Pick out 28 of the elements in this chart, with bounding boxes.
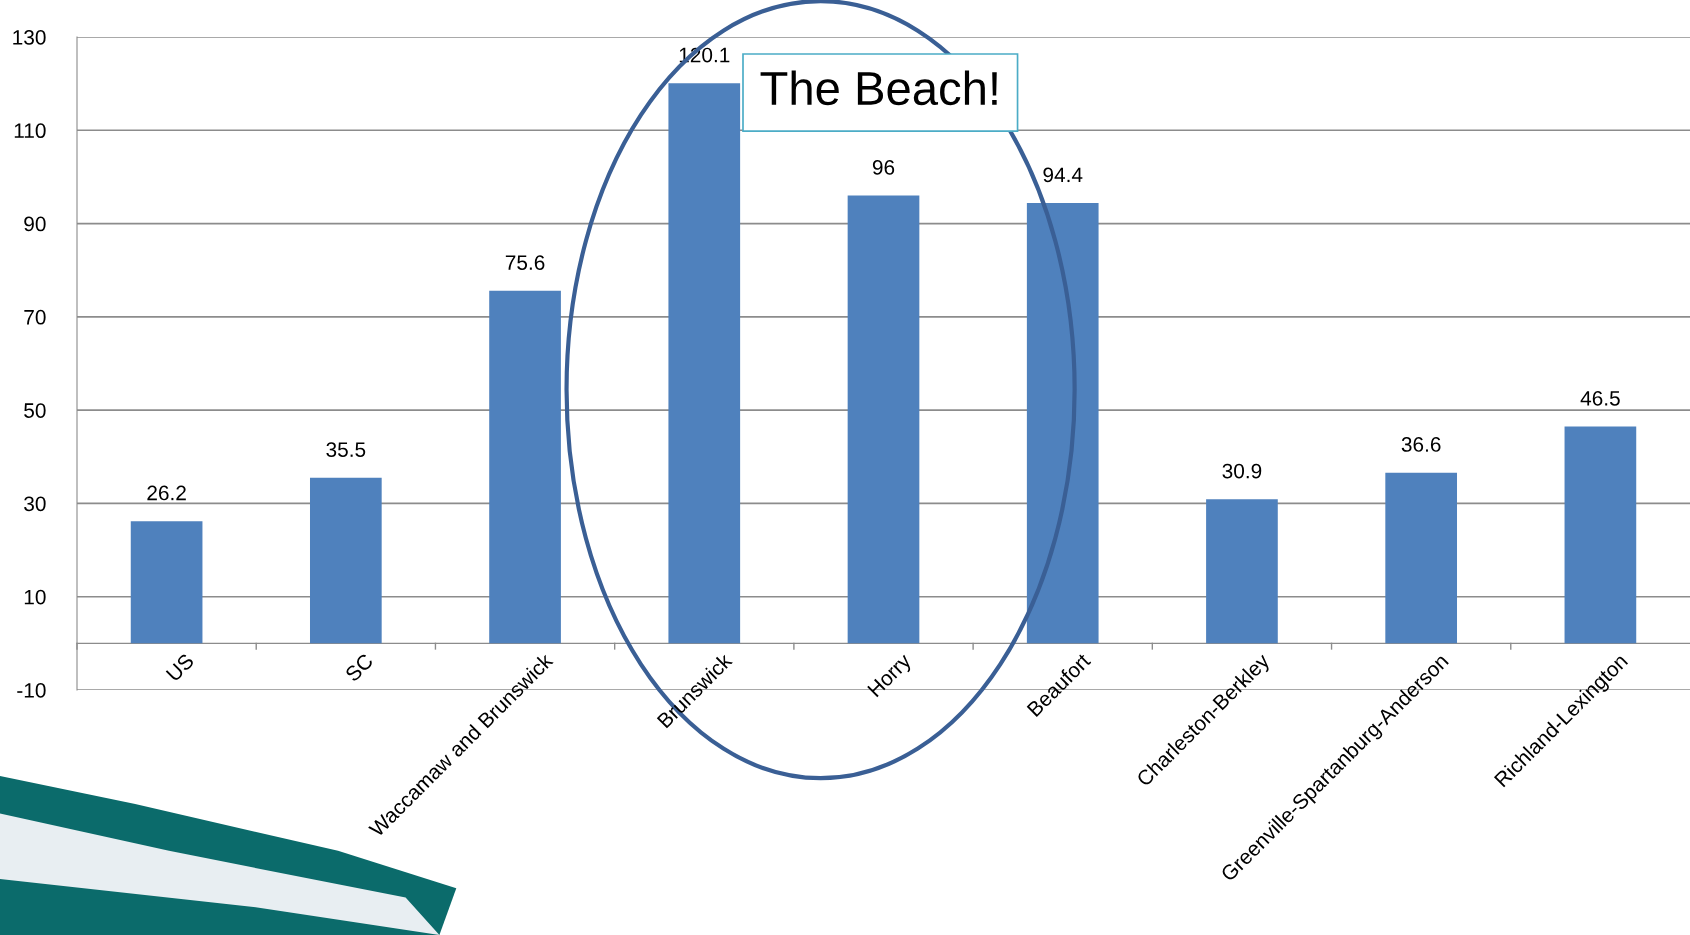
data-label: 26.2 xyxy=(147,485,186,501)
y-tick-label: -10 xyxy=(17,683,46,698)
bar xyxy=(1564,426,1637,644)
data-label: 36.6 xyxy=(1401,437,1441,452)
y-tick-label: 110 xyxy=(14,123,46,139)
bar xyxy=(309,477,382,644)
data-label: 46.5 xyxy=(1580,390,1620,406)
data-label: 30.9 xyxy=(1222,463,1262,479)
annotation: The Beach! xyxy=(760,70,997,106)
bar xyxy=(1206,499,1278,644)
x-tick-label: US xyxy=(165,652,195,682)
data-label: 94.4 xyxy=(1043,167,1083,183)
y-tick-label: 50 xyxy=(24,403,46,418)
y-tick-label: 90 xyxy=(24,216,46,232)
bar xyxy=(130,521,203,644)
bar xyxy=(847,195,920,644)
x-tick-label: SC xyxy=(344,652,375,683)
data-label: 35.5 xyxy=(326,442,366,457)
y-tick-label: 70 xyxy=(24,309,46,325)
y-tick-label: 10 xyxy=(24,589,46,605)
data-label: 96 xyxy=(872,160,895,175)
data-label: 75.6 xyxy=(505,255,545,270)
bar xyxy=(489,290,561,644)
bar xyxy=(668,83,741,644)
bar xyxy=(1385,472,1458,644)
y-tick-label: 30 xyxy=(24,496,46,512)
y-tick-label: 130 xyxy=(13,30,46,45)
bar xyxy=(1026,203,1099,644)
